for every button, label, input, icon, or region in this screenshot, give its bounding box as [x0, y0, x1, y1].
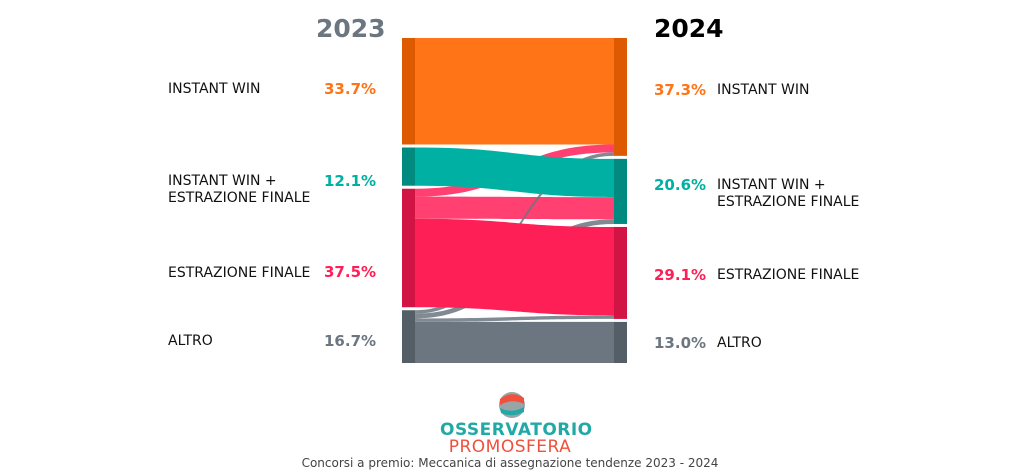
flow-1-to-1	[415, 147, 614, 198]
logo-text-promosfera: PROMOSFERA	[448, 437, 572, 457]
chart-caption: Concorsi a premio: Meccanica di assegnaz…	[301, 456, 719, 470]
right-node-3	[614, 321, 627, 363]
flow-3-to-2	[415, 315, 614, 322]
year-2023-title: 2023	[316, 14, 386, 43]
right-pct-altro: 13.0%	[654, 334, 707, 352]
left-node-3	[402, 310, 415, 363]
left-pct-estrazione: 37.5%	[324, 263, 377, 281]
right-pct-instant-win: 37.3%	[654, 81, 707, 99]
flow-3-to-3	[415, 321, 614, 363]
right-label-instant-win: INSTANT WIN	[717, 82, 810, 98]
flow-0-to-0	[415, 38, 614, 145]
left-label-estrazione: ESTRAZIONE FINALE	[168, 265, 311, 281]
left-node-1	[402, 147, 415, 186]
logo-text-osservatorio: OSSERVATORIO	[440, 420, 593, 440]
right-label-altro: ALTRO	[717, 335, 762, 351]
left-pct-instant-win: 33.7%	[324, 80, 377, 98]
right-node-2	[614, 226, 627, 319]
right-node-0	[614, 38, 627, 156]
right-pct-estrazione: 29.1%	[654, 266, 707, 284]
left-pct-iw-ef: 12.1%	[324, 172, 377, 190]
left-label-iw-ef: INSTANT WIN + ESTRAZIONE FINALE	[168, 173, 311, 206]
logo-globe-icon	[499, 392, 525, 418]
right-pct-iw-ef: 20.6%	[654, 176, 707, 194]
flow-2-to-1	[415, 196, 614, 220]
left-node-2	[402, 188, 415, 308]
left-node-0	[402, 38, 415, 145]
right-label-estrazione: ESTRAZIONE FINALE	[717, 267, 860, 283]
flow-2-to-2	[415, 218, 614, 316]
year-2024-title: 2024	[654, 14, 724, 43]
right-node-1	[614, 158, 627, 224]
left-label-instant-win: INSTANT WIN	[168, 81, 261, 97]
left-label-altro: ALTRO	[168, 333, 213, 349]
left-pct-altro: 16.7%	[324, 332, 377, 350]
right-label-iw-ef: INSTANT WIN + ESTRAZIONE FINALE	[717, 177, 860, 210]
